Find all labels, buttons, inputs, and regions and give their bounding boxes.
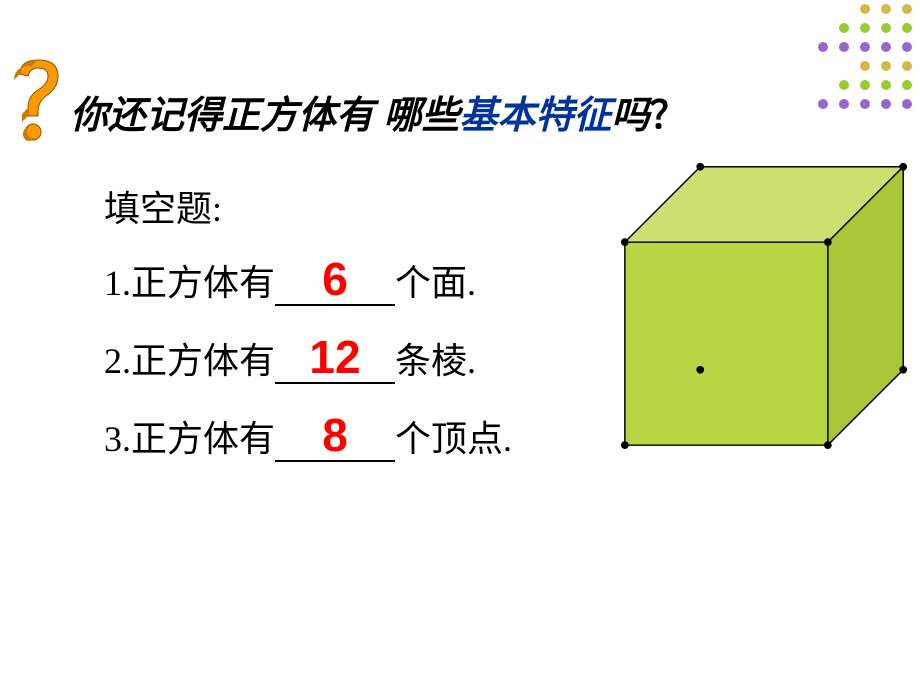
q1-answer: 6 [275, 252, 395, 306]
q1-suffix: 个面. [395, 263, 476, 303]
title-part3: 吗 [612, 95, 650, 137]
subtitle: 填空题: [104, 180, 222, 232]
corner-dots [818, 4, 912, 118]
q2-suffix: 条棱. [395, 341, 476, 381]
q2-answer: 12 [275, 330, 395, 384]
q2-prefix: 2.正方体有 [104, 341, 275, 381]
q3-prefix: 3.正方体有 [104, 419, 275, 459]
q3-answer: 8 [275, 408, 395, 462]
q3-suffix: 个顶点. [395, 419, 512, 459]
q3-blank: 8 [275, 420, 395, 462]
cube-diagram [620, 160, 910, 450]
question-mark-icon [8, 56, 68, 146]
q2-blank: 12 [275, 342, 395, 384]
q1-blank: 6 [275, 264, 395, 306]
question-1: 1.正方体有6个面. [104, 254, 476, 306]
page-title: 你还记得正方体有 哪些基本特征吗？ [70, 84, 688, 139]
title-part1: 你还记得正方体有 哪些 [70, 95, 460, 137]
q1-prefix: 1.正方体有 [104, 263, 275, 303]
title-part2: 基本特征 [460, 95, 612, 137]
question-3: 3.正方体有8个顶点. [104, 410, 512, 462]
title-part4: ？ [650, 95, 688, 137]
question-2: 2.正方体有12条棱. [104, 332, 476, 384]
